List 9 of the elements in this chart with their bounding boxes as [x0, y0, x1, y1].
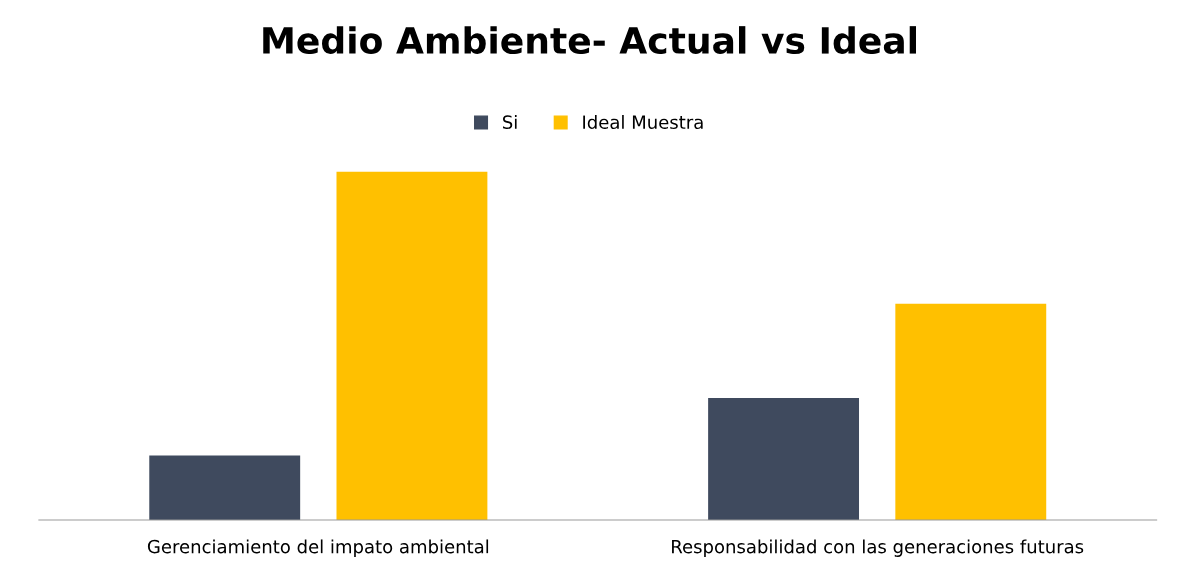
- x-tick-label: Responsabilidad con las generaciones futuras: [672, 539, 1084, 557]
- legend-label: Ideal Muestra: [583, 115, 703, 129]
- chart-title: Medio Ambiente- Actual vs Ideal: [263, 26, 917, 55]
- bar: [708, 397, 860, 520]
- legend-label: Si: [502, 115, 517, 129]
- x-tick-label: Gerenciamiento del impato ambiental: [147, 539, 489, 557]
- bar: [336, 171, 488, 520]
- bar: [895, 303, 1047, 520]
- bar: [149, 455, 301, 520]
